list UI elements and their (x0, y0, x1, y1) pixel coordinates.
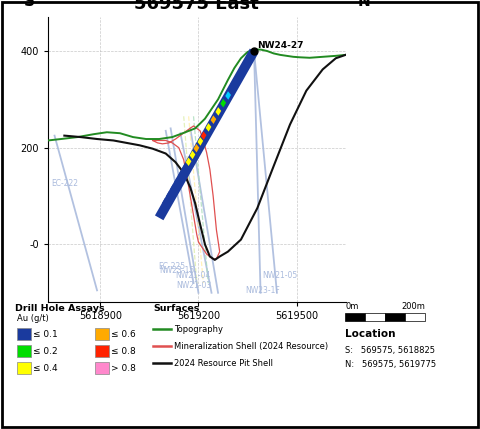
Polygon shape (201, 131, 206, 140)
Polygon shape (186, 157, 192, 166)
Bar (17, 362, 31, 374)
Polygon shape (178, 171, 183, 180)
Polygon shape (230, 83, 236, 91)
Polygon shape (220, 99, 226, 108)
Title: 569575 East: 569575 East (134, 0, 259, 13)
Bar (345, 314, 365, 321)
Polygon shape (240, 66, 246, 75)
Text: ≤ 0.2: ≤ 0.2 (33, 347, 58, 356)
Text: NW23-1F: NW23-1F (245, 286, 279, 295)
Polygon shape (235, 75, 241, 83)
Polygon shape (245, 59, 251, 67)
Text: S:   569575, 5618825: S: 569575, 5618825 (345, 346, 435, 355)
Text: Drill Hole Assays: Drill Hole Assays (15, 305, 105, 314)
Polygon shape (193, 144, 199, 152)
Polygon shape (162, 198, 168, 207)
Polygon shape (216, 107, 221, 116)
Text: ≤ 0.4: ≤ 0.4 (33, 364, 58, 373)
Bar (385, 314, 405, 321)
Text: Topography: Topography (174, 325, 223, 334)
Polygon shape (197, 137, 203, 146)
Text: NW23-15: NW23-15 (159, 266, 195, 275)
Polygon shape (170, 184, 176, 193)
Bar (95, 328, 109, 340)
Bar (95, 345, 109, 357)
Text: Location: Location (345, 329, 396, 339)
Text: > 0.8: > 0.8 (111, 364, 136, 373)
Text: NW21-04: NW21-04 (175, 271, 210, 280)
Polygon shape (190, 151, 195, 159)
Polygon shape (225, 91, 231, 100)
Text: EC-222: EC-222 (51, 179, 78, 188)
Bar (17, 328, 31, 340)
Text: ≤ 0.1: ≤ 0.1 (33, 330, 58, 339)
Text: NW21-03: NW21-03 (176, 281, 211, 290)
Bar (95, 362, 109, 374)
Polygon shape (205, 123, 211, 132)
Text: 200m: 200m (401, 302, 425, 311)
Text: N:   569575, 5619775: N: 569575, 5619775 (345, 360, 436, 369)
Polygon shape (182, 164, 188, 173)
Bar (405, 314, 425, 321)
Text: NW24-27: NW24-27 (257, 41, 303, 50)
Bar (17, 345, 31, 357)
Polygon shape (174, 178, 180, 186)
Text: EC-225: EC-225 (159, 262, 186, 271)
Polygon shape (211, 115, 216, 124)
Text: N: N (358, 0, 370, 9)
Text: 0m: 0m (345, 302, 359, 311)
Text: Surfaces: Surfaces (153, 305, 199, 314)
Text: S: S (24, 0, 35, 9)
Text: Mineralization Shell (2024 Resource): Mineralization Shell (2024 Resource) (174, 342, 328, 351)
Bar (365, 314, 385, 321)
Text: ≤ 0.6: ≤ 0.6 (111, 330, 136, 339)
Text: NW21-05: NW21-05 (262, 271, 297, 280)
Polygon shape (166, 191, 172, 200)
Text: ≤ 0.8: ≤ 0.8 (111, 347, 136, 356)
Text: 2024 Resource Pit Shell: 2024 Resource Pit Shell (174, 359, 273, 368)
Text: Au (g/t): Au (g/t) (17, 314, 49, 323)
